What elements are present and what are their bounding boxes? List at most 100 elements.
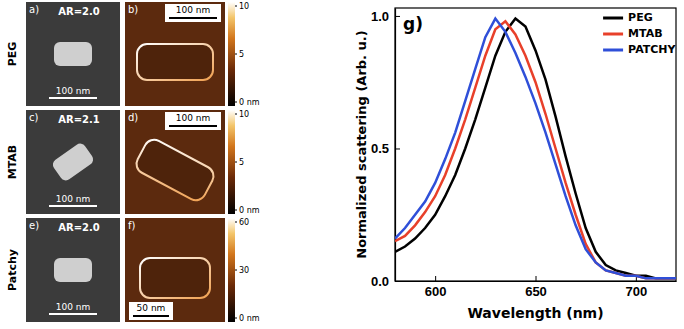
panel-letter: b): [128, 4, 138, 15]
afm-rod: [140, 258, 210, 298]
image-row: PEG a) AR=2.0 100 nm b) 100 nm 0 nm 5 10: [6, 2, 260, 107]
panel-letter: d): [128, 112, 138, 123]
y-tick: 1.0: [371, 9, 400, 24]
afm-background: [125, 110, 225, 214]
sem-background: [26, 110, 120, 214]
panel-letter: c): [29, 112, 38, 123]
legend-swatch: [603, 49, 623, 52]
y-tick-label: 0.5: [371, 141, 389, 156]
x-tick-mark: [536, 276, 537, 281]
colorbar-tick-label: 10: [239, 2, 249, 11]
x-axis-title: Wavelength (nm): [467, 305, 603, 321]
scale-bar-label: 100 nm: [176, 5, 211, 15]
afm-background: [125, 218, 225, 322]
scale-bar: [49, 97, 97, 99]
x-tick-label: 600: [425, 284, 447, 299]
sem-rod: [54, 258, 92, 282]
colorbar: [228, 110, 235, 214]
y-tick: 0.5: [371, 141, 400, 156]
colorbar: [228, 2, 235, 106]
row-label: MTAB: [6, 145, 19, 180]
scale-bar-label: 100 nm: [56, 86, 91, 96]
x-tick-label: 700: [626, 284, 648, 299]
colorbar-tick: [235, 6, 237, 7]
y-axis-title: Normalized scattering (Arb. u.): [354, 30, 369, 258]
scale-bar: [133, 315, 169, 317]
colorbar-tick-label: 60: [239, 218, 249, 227]
panel-letter: a): [29, 4, 39, 15]
row-label: Patchy: [6, 249, 19, 291]
panel-letter: g): [403, 14, 423, 34]
x-tick-label: 650: [525, 284, 547, 299]
scale-bar: [169, 125, 217, 127]
sem-background: [26, 2, 120, 106]
plot-frame: [395, 8, 676, 281]
chart: 600 650 700 0.0 0.5 1.0 Wavelength (nm) Normali…: [354, 8, 677, 321]
legend-swatch: [603, 17, 623, 20]
colorbar-tick: [235, 270, 237, 271]
afm-background: [125, 2, 225, 106]
sem-rod: [51, 141, 96, 182]
figure: PEGa)AR=2.0100 nmb)100 nm0 nm510MTABc)AR…: [0, 0, 684, 329]
y-tick-label: 0.0: [371, 274, 389, 289]
colorbar-tick: [235, 54, 237, 55]
panel-letter: f): [128, 220, 136, 231]
afm-rod: [133, 136, 217, 203]
x-axis: 600 650 700: [396, 276, 677, 299]
colorbar-tick-label: 5: [239, 158, 244, 167]
colorbar-tick-label: 5: [239, 50, 244, 59]
colorbar-tick-label: 0 nm: [239, 314, 260, 323]
y-tick-mark: [395, 148, 400, 149]
x-tick: 650: [525, 276, 547, 299]
y-tick-label: 1.0: [371, 9, 389, 24]
scale-bar-box: [165, 112, 221, 130]
x-tick: 700: [626, 276, 648, 299]
colorbar-tick: [235, 162, 237, 163]
colorbar-tick: [235, 210, 237, 211]
panel-letter: e): [29, 220, 39, 231]
colorbar-tick: [235, 114, 237, 115]
colorbar-tick-label: 30: [239, 266, 249, 275]
legend-label: PEG: [628, 11, 653, 24]
row-label: PEG: [6, 42, 19, 67]
colorbar-tick: [235, 318, 237, 319]
scale-bar-label: 100 nm: [176, 113, 211, 123]
colorbar-tick-label: 10: [239, 110, 249, 119]
series-line: [395, 21, 676, 278]
scale-bar: [49, 313, 97, 315]
plot-area: [395, 19, 676, 279]
y-tick-mark: [395, 16, 400, 17]
sem-rod: [54, 42, 92, 66]
legend: PEG MTAB PATCHY: [603, 11, 676, 56]
colorbar-tick-label: 0 nm: [239, 98, 260, 107]
legend-swatch: [603, 33, 623, 36]
scale-bar-box: [165, 4, 221, 22]
x-tick: 600: [425, 276, 447, 299]
y-tick-mark: [395, 281, 400, 282]
scale-bar: [169, 17, 217, 19]
scale-bar: [49, 205, 97, 207]
series-line: [395, 19, 676, 279]
colorbar: [228, 218, 235, 322]
aspect-ratio: AR=2.0: [58, 222, 100, 233]
sem-background: [26, 218, 120, 322]
scale-bar-label: 50 nm: [137, 303, 166, 313]
series-line: [395, 19, 676, 279]
y-axis: 0.0 0.5 1.0: [371, 9, 400, 289]
scale-bar-box: [129, 302, 173, 320]
image-row: Patchy e) AR=2.0 100 nm f) 50 nm 0 nm 30 60: [6, 218, 260, 323]
image-row: MTAB c) AR=2.1 100 nm d) 100 nm 0 nm 5 10: [6, 110, 260, 215]
colorbar-tick: [235, 102, 237, 103]
aspect-ratio: AR=2.1: [58, 114, 100, 125]
legend-label: PATCHY: [628, 43, 676, 56]
x-axis-line: [396, 281, 677, 282]
afm-rod: [137, 44, 213, 80]
legend-label: MTAB: [628, 27, 663, 40]
colorbar-tick-label: 0 nm: [239, 206, 260, 215]
scale-bar-label: 100 nm: [56, 194, 91, 204]
scale-bar-label: 100 nm: [56, 302, 91, 312]
colorbar-tick: [235, 222, 237, 223]
x-tick-mark: [435, 276, 436, 281]
y-tick: 0.0: [371, 274, 400, 289]
aspect-ratio: AR=2.0: [58, 6, 100, 17]
